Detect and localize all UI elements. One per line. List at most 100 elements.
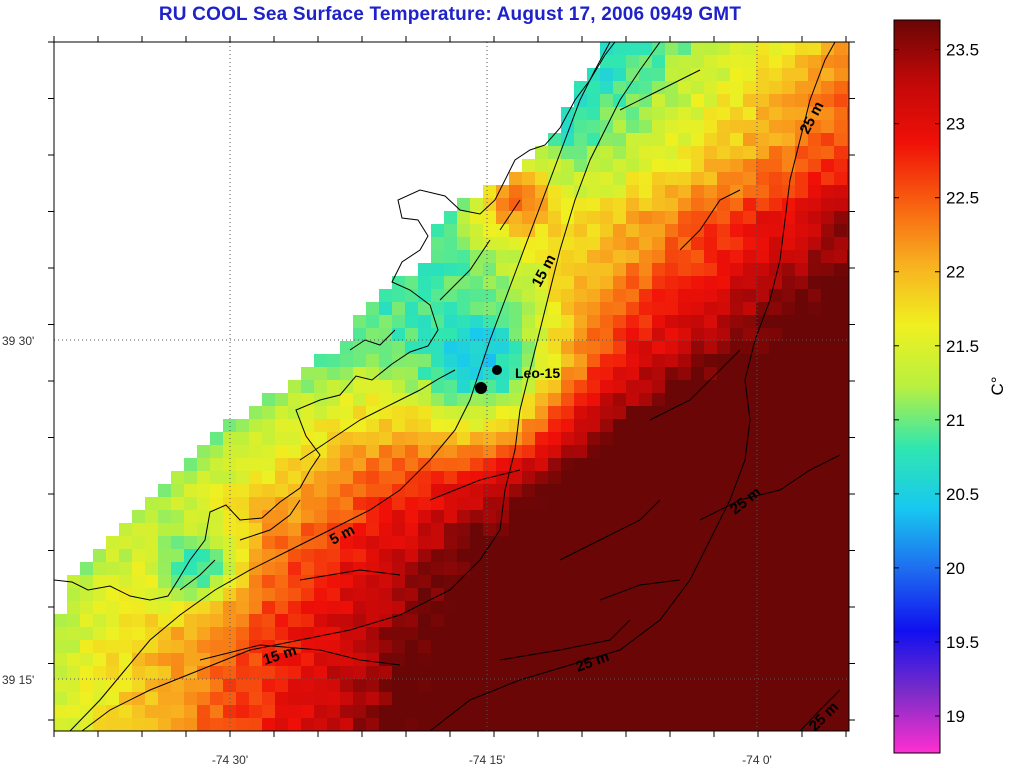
sst-pixel [691, 653, 705, 667]
sst-pixel [54, 614, 68, 628]
colorbar-scale [893, 19, 941, 754]
sst-pixel [665, 562, 679, 576]
sst-pixel [717, 354, 731, 368]
sst-pixel [184, 497, 198, 511]
sst-pixel [379, 692, 393, 706]
sst-pixel [626, 302, 640, 316]
sst-pixel [327, 653, 341, 667]
sst-pixel [184, 705, 198, 719]
sst-pixel [210, 523, 224, 537]
sst-pixel [795, 380, 809, 394]
sst-pixel [613, 198, 627, 212]
sst-pixel [366, 302, 380, 316]
sst-pixel [691, 406, 705, 420]
sst-pixel [769, 705, 783, 719]
sst-pixel [314, 666, 328, 680]
sst-pixel [561, 666, 575, 680]
sst-pixel [119, 653, 133, 667]
sst-pixel [626, 107, 640, 121]
sst-pixel [665, 718, 679, 731]
sst-pixel [353, 549, 367, 563]
sst-pixel [327, 471, 341, 485]
sst-pixel [223, 718, 237, 731]
sst-pixel [652, 536, 666, 550]
sst-pixel [262, 510, 276, 524]
sst-pixel [782, 562, 796, 576]
sst-pixel [626, 666, 640, 680]
sst-pixel [756, 367, 770, 381]
sst-pixel [509, 653, 523, 667]
sst-pixel [730, 341, 744, 355]
sst-pixel [327, 549, 341, 563]
sst-pixel [262, 419, 276, 433]
sst-pixel [561, 588, 575, 602]
sst-pixel [834, 562, 848, 576]
sst-pixel [821, 549, 835, 563]
sst-pixel [171, 471, 185, 485]
sst-pixel [795, 185, 809, 199]
sst-pixel [743, 393, 757, 407]
sst-pixel [847, 471, 849, 485]
sst-pixel [847, 159, 849, 173]
sst-pixel [769, 406, 783, 420]
sst-pixel [678, 679, 692, 693]
sst-pixel [795, 718, 809, 731]
sst-pixel [561, 146, 575, 160]
sst-pixel [301, 497, 315, 511]
sst-pixel [93, 653, 107, 667]
sst-pixel [314, 419, 328, 433]
sst-pixel [639, 588, 653, 602]
sst-pixel [379, 653, 393, 667]
sst-pixel [821, 380, 835, 394]
sst-pixel [808, 341, 822, 355]
sst-pixel [574, 120, 588, 134]
sst-pixel [704, 653, 718, 667]
sst-pixel [197, 627, 211, 641]
sst-pixel [600, 263, 614, 277]
sst-pixel [652, 185, 666, 199]
sst-pixel [691, 328, 705, 342]
sst-pixel [236, 692, 250, 706]
sst-pixel [756, 237, 770, 251]
sst-pixel [678, 198, 692, 212]
sst-pixel [340, 588, 354, 602]
sst-pixel [548, 614, 562, 628]
sst-pixel [717, 315, 731, 329]
colorbar-tick-label: 19.5 [946, 633, 979, 652]
sst-pixel [483, 614, 497, 628]
sst-pixel [782, 159, 796, 173]
sst-pixel [106, 601, 120, 615]
sst-pixel [821, 341, 835, 355]
sst-pixel [834, 107, 848, 121]
sst-pixel [158, 523, 172, 537]
sst-pixel [483, 354, 497, 368]
sst-pixel [782, 263, 796, 277]
sst-pixel [353, 406, 367, 420]
sst-pixel [262, 653, 276, 667]
sst-pixel [821, 562, 835, 576]
sst-pixel [444, 679, 458, 693]
sst-pixel [847, 354, 849, 368]
sst-pixel [600, 705, 614, 719]
sst-pixel [626, 718, 640, 731]
sst-pixel [678, 276, 692, 290]
sst-pixel [54, 692, 68, 706]
sst-pixel [548, 653, 562, 667]
sst-pixel [340, 653, 354, 667]
sst-pixel [847, 237, 849, 251]
sst-pixel [587, 120, 601, 134]
sst-pixel [626, 432, 640, 446]
sst-pixel [834, 471, 848, 485]
sst-pixel [808, 328, 822, 342]
sst-pixel [470, 263, 484, 277]
sst-pixel [535, 263, 549, 277]
sst-pixel [431, 341, 445, 355]
sst-pixel [249, 406, 263, 420]
sst-pixel [847, 107, 849, 121]
sst-pixel [834, 484, 848, 498]
sst-pixel [730, 302, 744, 316]
sst-pixel [639, 718, 653, 731]
sst-pixel [93, 614, 107, 628]
sst-pixel [665, 237, 679, 251]
sst-pixel [743, 653, 757, 667]
